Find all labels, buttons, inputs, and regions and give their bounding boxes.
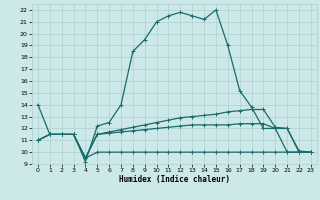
X-axis label: Humidex (Indice chaleur): Humidex (Indice chaleur): [119, 175, 230, 184]
